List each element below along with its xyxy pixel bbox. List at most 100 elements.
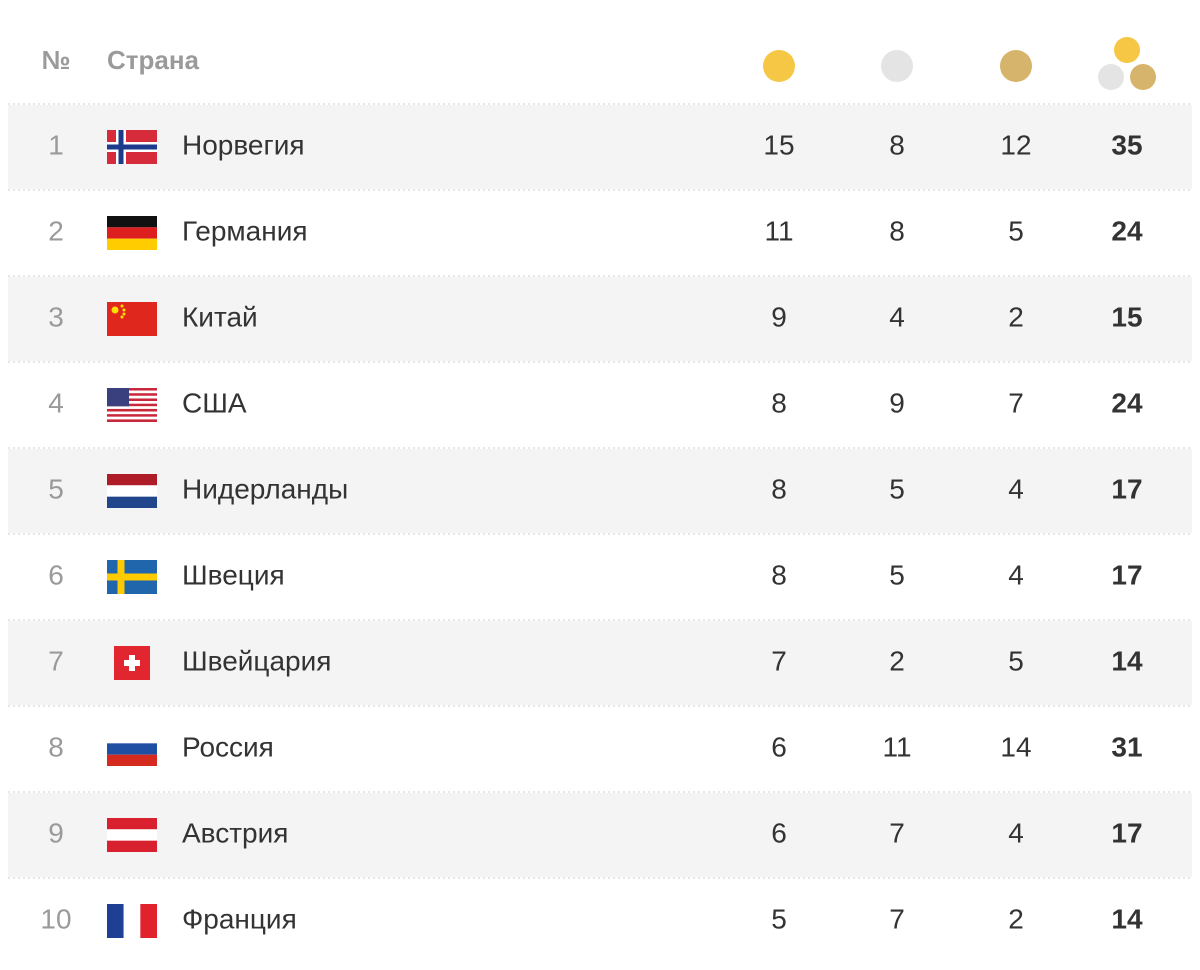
stripe <box>123 904 141 938</box>
bronze-count: 4 <box>1008 473 1024 504</box>
flag <box>107 474 157 508</box>
bronze-count: 2 <box>1008 903 1024 934</box>
bronze-count: 14 <box>1000 731 1031 762</box>
star <box>122 312 126 316</box>
country-name: Россия <box>182 731 274 762</box>
rank: 1 <box>48 129 64 160</box>
stripe <box>107 390 157 394</box>
total-count: 15 <box>1111 301 1142 332</box>
flag <box>107 904 157 938</box>
gold-count: 8 <box>771 559 787 590</box>
cross <box>107 573 157 581</box>
flag <box>107 818 157 852</box>
total-count: 24 <box>1111 387 1143 418</box>
stripe <box>107 216 157 228</box>
stripe <box>107 238 157 250</box>
stripe <box>107 904 124 938</box>
silver-count: 4 <box>889 301 905 332</box>
cross <box>124 660 140 666</box>
bronze-count: 7 <box>1008 387 1024 418</box>
country-name: Китай <box>182 301 258 332</box>
stripe <box>107 393 157 396</box>
country-name: Швеция <box>182 559 285 590</box>
gold-count: 7 <box>771 645 787 676</box>
silver-count: 2 <box>889 645 905 676</box>
stripe <box>107 398 157 402</box>
flag <box>107 302 157 336</box>
stripe <box>107 406 157 409</box>
silver-count: 7 <box>889 817 905 848</box>
gold-count: 11 <box>764 215 793 246</box>
total-count: 14 <box>1111 645 1143 676</box>
row-background <box>8 105 1192 189</box>
stripe <box>107 419 157 422</box>
silver-count: 7 <box>889 903 905 934</box>
rank: 6 <box>48 559 64 590</box>
bronze-count: 5 <box>1008 645 1024 676</box>
stripe <box>107 408 157 412</box>
flag <box>107 732 157 766</box>
silver-count: 11 <box>882 731 911 762</box>
header-country: Страна <box>107 45 200 75</box>
silver-count: 5 <box>889 559 905 590</box>
rank: 2 <box>48 215 64 246</box>
country-name: Нидерланды <box>182 473 348 504</box>
gold-count: 15 <box>763 129 794 160</box>
bronze-count: 12 <box>1000 129 1031 160</box>
rank: 10 <box>40 903 71 934</box>
stripe <box>107 411 157 415</box>
bronze-count: 4 <box>1008 559 1024 590</box>
row-background <box>8 449 1192 533</box>
stripe <box>107 485 157 497</box>
country-name: Австрия <box>182 817 288 848</box>
gold-count: 6 <box>771 817 787 848</box>
row-background <box>8 793 1192 877</box>
bronze-count: 2 <box>1008 301 1024 332</box>
canton <box>107 388 129 407</box>
flag <box>107 130 157 164</box>
gold-count: 9 <box>771 301 787 332</box>
header-rank: № <box>42 45 71 75</box>
stripe <box>107 754 157 766</box>
stripe <box>107 227 157 239</box>
flag <box>114 646 150 680</box>
star <box>120 315 124 319</box>
flag <box>107 388 157 422</box>
rank: 9 <box>48 817 64 848</box>
total-count: 17 <box>1111 559 1142 590</box>
flag <box>107 560 157 594</box>
row-background <box>8 621 1192 705</box>
stripe <box>107 829 157 841</box>
row-background <box>8 277 1192 361</box>
total-count: 17 <box>1111 817 1142 848</box>
cross <box>107 144 157 150</box>
silver-count: 8 <box>889 129 905 160</box>
stripe <box>107 416 157 420</box>
stripe <box>107 474 157 486</box>
star <box>122 308 126 312</box>
total-count: 24 <box>1111 215 1143 246</box>
gold-count: 8 <box>771 387 787 418</box>
star <box>120 304 124 308</box>
gold-count: 8 <box>771 473 787 504</box>
country-name: Норвегия <box>182 129 305 160</box>
stripe <box>107 496 157 508</box>
rank: 7 <box>48 645 64 676</box>
stripe <box>107 732 157 744</box>
flag <box>107 216 157 250</box>
stripe <box>107 401 157 404</box>
stripe <box>107 403 157 407</box>
country-name: Германия <box>182 215 308 246</box>
stripe <box>107 818 157 830</box>
bronze-count: 5 <box>1008 215 1024 246</box>
stripe <box>107 414 157 417</box>
silver-count: 5 <box>889 473 905 504</box>
total-count: 31 <box>1111 731 1142 762</box>
rank: 3 <box>48 301 64 332</box>
total-count: 17 <box>1111 473 1142 504</box>
total-count: 14 <box>1111 903 1143 934</box>
country-name: Швейцария <box>182 645 331 676</box>
stripe <box>107 388 157 391</box>
country-name: Франция <box>182 903 297 934</box>
